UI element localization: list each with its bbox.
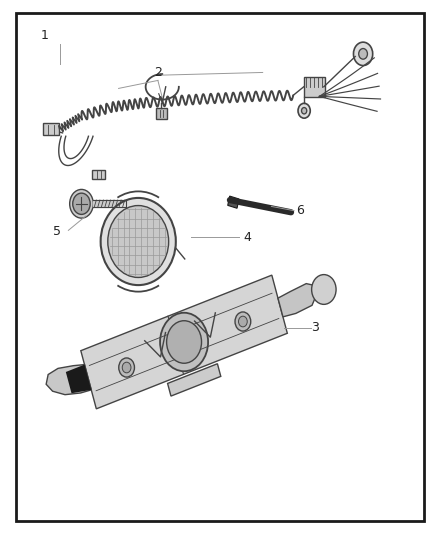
Ellipse shape [108,206,169,278]
Text: 4: 4 [244,231,251,244]
FancyBboxPatch shape [156,108,167,119]
Polygon shape [278,284,316,317]
FancyBboxPatch shape [92,169,106,179]
Circle shape [70,189,93,218]
Bar [304,77,325,97]
Text: 5: 5 [53,225,61,238]
Circle shape [239,316,247,327]
Text: 2: 2 [154,66,162,79]
FancyBboxPatch shape [42,124,59,135]
Circle shape [311,274,336,304]
Text: 1: 1 [40,29,48,42]
Circle shape [301,108,307,114]
Circle shape [359,49,367,59]
Polygon shape [81,275,287,409]
Ellipse shape [101,198,176,285]
Circle shape [119,358,134,377]
Bar [228,196,239,208]
Text: 3: 3 [311,321,319,334]
Circle shape [122,362,131,373]
Circle shape [353,42,373,66]
Text: 6: 6 [296,204,304,217]
Circle shape [73,193,90,214]
Polygon shape [66,365,91,393]
Polygon shape [168,364,221,396]
Circle shape [166,321,201,364]
Circle shape [235,312,251,331]
Circle shape [160,313,208,371]
Polygon shape [46,365,91,394]
Circle shape [298,103,310,118]
